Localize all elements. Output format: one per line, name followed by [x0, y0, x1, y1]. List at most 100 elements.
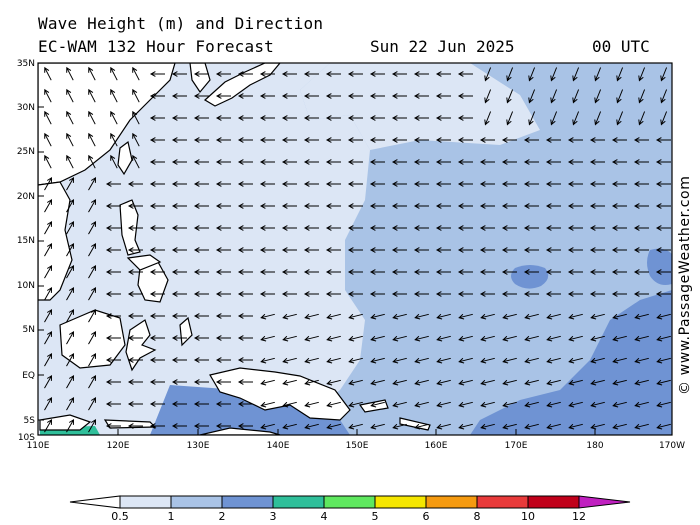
high-wave-zone-south: [150, 385, 350, 435]
wave-arrow: [567, 181, 583, 187]
wave-arrow: [149, 313, 165, 319]
wave-arrow: [237, 247, 253, 253]
wave-arrow: [369, 203, 385, 209]
wave-arrow: [281, 247, 297, 253]
wave-arrow: [457, 225, 473, 231]
forecast-date: Sun 22 Jun 2025: [370, 37, 515, 56]
wave-arrow: [370, 335, 385, 342]
wave-arrow: [589, 225, 605, 231]
lat-label: 15N: [17, 236, 35, 246]
wave-arrow: [259, 225, 275, 231]
wave-arrow: [44, 397, 53, 411]
wave-arrow: [325, 291, 341, 297]
wave-arrow: [215, 291, 231, 297]
wave-arrow: [435, 159, 451, 165]
wave-arrow: [171, 137, 187, 143]
wave-arrow: [237, 181, 253, 187]
wave-arrow: [66, 397, 75, 411]
wave-arrow: [44, 309, 53, 323]
wave-arrow: [484, 67, 492, 82]
wave-arrow: [149, 225, 165, 231]
wave-arrow: [132, 154, 140, 169]
wave-arrow: [436, 335, 451, 342]
wave-arrow: [281, 291, 297, 297]
wave-arrow: [193, 225, 209, 231]
wave-arrow: [413, 181, 429, 187]
lon-label: 130E: [187, 441, 210, 451]
wave-arrow: [237, 269, 253, 275]
wave-arrow: [392, 335, 407, 342]
wave-arrow: [436, 423, 451, 430]
wave-arrow: [304, 379, 319, 386]
wave-arrow: [633, 291, 649, 297]
legend-tick: 0.5: [111, 510, 129, 523]
wave-arrow: [572, 67, 580, 82]
wave-arrow: [127, 357, 143, 363]
wave-arrow: [479, 291, 495, 297]
wave-arrow: [44, 243, 53, 257]
wave-arrow: [655, 291, 671, 297]
wave-arrow: [616, 111, 624, 126]
wave-arrow: [282, 357, 297, 364]
legend-swatch: [170, 495, 223, 509]
graticule: [38, 63, 672, 435]
wave-arrow: [567, 159, 583, 165]
wave-arrow: [171, 115, 187, 121]
wave-arrow: [127, 247, 143, 253]
wave-arrow: [88, 66, 96, 81]
wave-arrow: [414, 335, 429, 342]
wave-arrow: [127, 225, 143, 231]
wave-arrow: [616, 67, 624, 82]
wave-arrow: [435, 115, 451, 121]
wave-arrow: [281, 93, 297, 99]
longitude-labels: 110E 120E 130E 140E 150E 160E 170E 180 1…: [27, 441, 686, 451]
wave-arrow: [237, 401, 253, 407]
wave-arrow: [347, 269, 363, 275]
wave-arrow: [215, 269, 231, 275]
wave-arrow: [567, 225, 583, 231]
wave-arrow: [237, 291, 253, 297]
wave-arrow: [413, 115, 429, 121]
wave-arrow: [215, 401, 231, 407]
wave-arrow: [149, 291, 165, 297]
legend-tick: 4: [321, 510, 328, 523]
wave-arrow: [501, 225, 517, 231]
legend-tick: 3: [270, 510, 277, 523]
wave-arrow: [502, 423, 517, 430]
wave-arrow: [545, 291, 561, 297]
wave-arrow: [325, 159, 341, 165]
wave-arrow: [589, 137, 605, 143]
wave-arrow: [524, 401, 539, 408]
wave-arrow: [259, 115, 275, 121]
land-visayas: [126, 254, 162, 271]
wave-arrow: [392, 357, 407, 364]
wave-arrow: [105, 181, 121, 187]
wave-arrow: [457, 269, 473, 275]
wave-arrow: [656, 379, 671, 386]
wave-arrow: [127, 203, 143, 209]
wave-arrow: [501, 181, 517, 187]
wave-arrow: [193, 247, 209, 253]
wave-arrow: [590, 401, 605, 408]
wave-arrow: [326, 379, 341, 386]
wave-arrow: [44, 88, 52, 103]
wave-arrow: [105, 291, 121, 297]
wave-arrow: [546, 313, 561, 320]
wave-height-legend: 0.5 1 2 3 4 5 6 8 10 12: [69, 495, 631, 523]
wave-arrow: [171, 93, 187, 99]
wave-arrow: [479, 225, 495, 231]
wave-arrow: [171, 247, 187, 253]
wave-arrow: [105, 269, 121, 275]
wave-arrow: [127, 423, 143, 429]
wave-arrow: [370, 423, 385, 430]
wave-arrow: [193, 71, 209, 77]
legend-swatch: [476, 495, 529, 509]
wave-arrow: [281, 269, 297, 275]
lat-label: 5S: [24, 416, 36, 426]
land-indochina: [38, 181, 73, 301]
wave-arrow: [550, 111, 558, 126]
wave-arrow: [303, 71, 319, 77]
wave-arrow: [370, 379, 385, 386]
wave-arrow: [523, 225, 539, 231]
wave-arrow: [149, 93, 165, 99]
